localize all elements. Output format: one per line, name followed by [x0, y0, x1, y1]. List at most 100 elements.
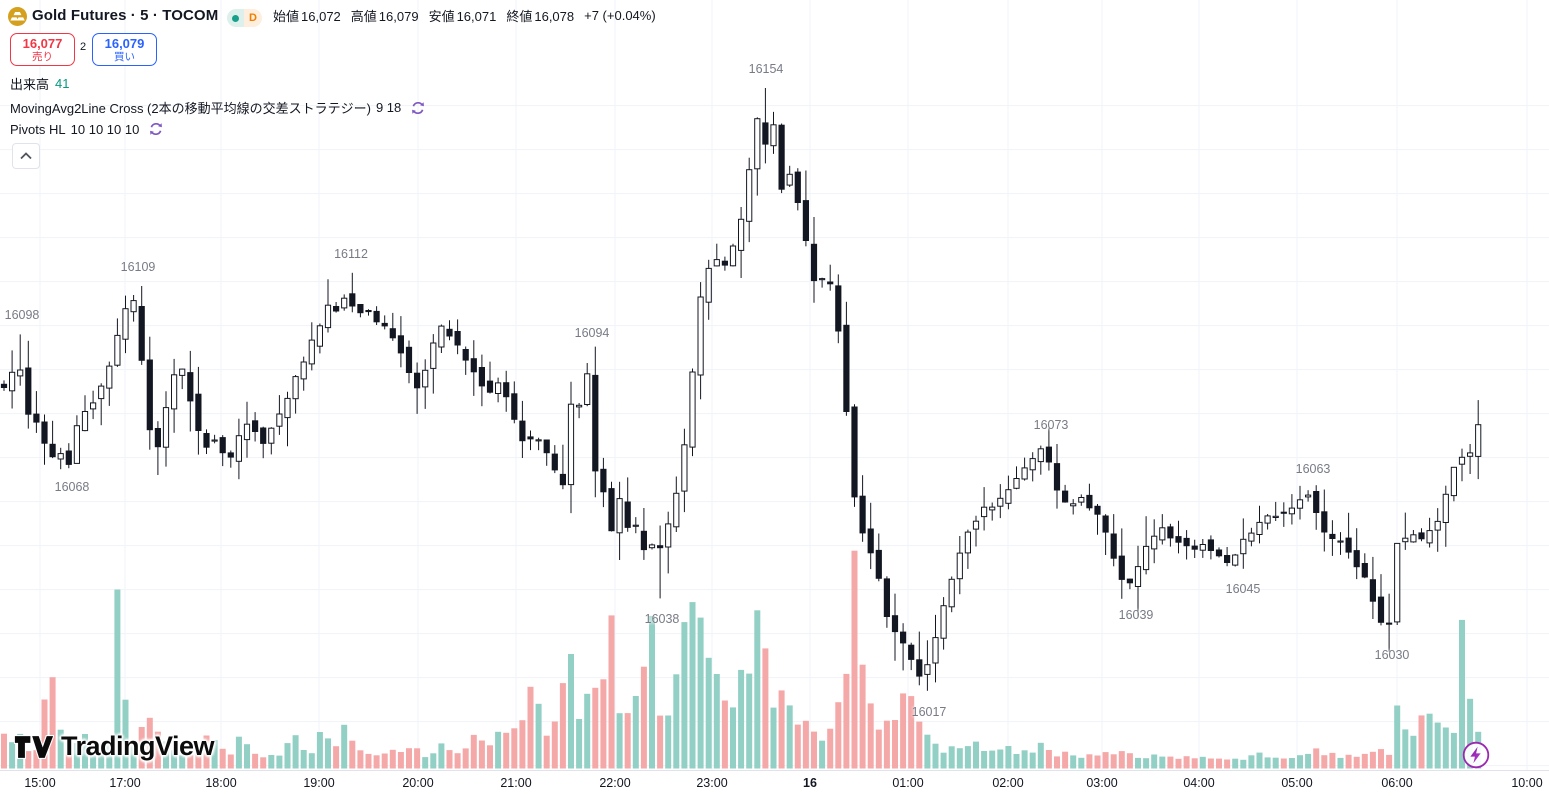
candle-body	[41, 421, 48, 444]
buy-button[interactable]: 16,079 買い	[92, 33, 157, 66]
volume-bar	[1386, 754, 1393, 769]
candle-body	[227, 452, 234, 458]
candle-body	[657, 545, 664, 549]
high-value: 16,079	[378, 8, 419, 24]
candle-body	[648, 544, 656, 549]
candle-body	[389, 328, 396, 339]
volume-bar	[187, 755, 194, 769]
candle-body	[640, 530, 647, 551]
volume-bar	[1054, 756, 1060, 769]
candle-body	[770, 124, 777, 147]
candle-body	[1264, 515, 1271, 524]
candle-body	[1175, 536, 1182, 543]
volume-bar	[940, 752, 947, 769]
candle-body	[1143, 545, 1150, 571]
strategy-legend-row[interactable]: MovingAvg2Line Cross (2本の移動平均線の交差ストラテジー)…	[10, 98, 426, 117]
candle-body	[1232, 554, 1239, 566]
volume-bar	[1288, 758, 1295, 769]
volume-bar	[1143, 758, 1150, 769]
candle-body	[576, 404, 583, 408]
volume-bar	[357, 750, 364, 769]
volume-bar	[738, 669, 745, 769]
volume-bar	[1313, 748, 1320, 769]
candle-body	[689, 371, 696, 448]
volume-bar	[981, 751, 988, 769]
candle-body	[981, 506, 988, 518]
volume-bar	[1037, 742, 1044, 769]
candle-body	[422, 369, 429, 388]
candle-body	[106, 365, 113, 389]
volume-bar	[470, 734, 477, 769]
volume-bar	[778, 690, 785, 769]
volume-legend-row[interactable]: 出来高 41	[10, 74, 69, 93]
sell-button[interactable]: 16,077 売り	[10, 33, 75, 66]
volume-bar	[1321, 755, 1328, 769]
candle-body	[146, 359, 153, 431]
collapse-legend-button[interactable]	[12, 143, 40, 169]
candle-body	[600, 468, 607, 493]
recalculate-icon[interactable]	[410, 100, 426, 116]
volume-bar	[284, 743, 291, 769]
candle-body	[1029, 458, 1036, 471]
volume-bar	[414, 748, 421, 769]
candle-body	[608, 488, 615, 532]
volume-bar	[916, 721, 923, 769]
recalculate-icon[interactable]	[148, 121, 164, 137]
volume-bar	[438, 743, 445, 769]
candle-body	[1248, 532, 1255, 542]
volume-bar	[527, 686, 534, 769]
candle-body	[486, 380, 494, 393]
candle-body	[1045, 446, 1053, 463]
volume-bar	[462, 748, 469, 769]
volume-bar	[389, 749, 396, 769]
volume-bar	[73, 743, 80, 769]
candle-body	[122, 308, 129, 340]
interval-badge[interactable]: D	[227, 9, 262, 27]
volume-bar	[956, 748, 963, 769]
time-axis[interactable]: 15:00 17:00 18:00 19:00 20:00 21:00 22:00 23:00…	[0, 770, 1549, 796]
symbol-title[interactable]: Gold Futures · 5 · TOCOM	[32, 7, 219, 24]
volume-bar	[1159, 756, 1166, 769]
volume-bars-layer	[1, 550, 1482, 769]
candle-body	[138, 306, 145, 361]
volume-bar	[786, 705, 793, 769]
volume-bar	[665, 715, 672, 769]
candle-body	[746, 169, 753, 222]
candle-body	[1345, 537, 1352, 553]
pivots-legend-row[interactable]: Pivots HL 10 10 10 10	[10, 121, 164, 137]
candle-body	[0, 383, 8, 388]
candle-body	[373, 310, 380, 323]
candle-body	[17, 369, 24, 377]
volume-bar	[932, 743, 939, 769]
volume-bar	[1062, 751, 1069, 769]
volume-bar	[163, 741, 169, 769]
candle-body	[430, 342, 437, 369]
candle-body	[875, 549, 882, 579]
candle-body	[1450, 466, 1458, 497]
volume-bar	[802, 720, 809, 769]
lightning-button[interactable]	[1461, 740, 1491, 770]
volume-bar	[616, 713, 623, 769]
candle-body	[1167, 526, 1174, 539]
candle-body	[1434, 520, 1441, 531]
volume-bar	[681, 622, 688, 769]
candle-body	[349, 293, 356, 307]
volume-bar	[989, 750, 996, 769]
tradingview-watermark[interactable]: TradingView	[14, 731, 215, 762]
strategy-label: MovingAvg2Line Cross (2本の移動平均線の交差ストラテジー)	[10, 101, 371, 116]
volume-bar	[41, 699, 48, 769]
volume-bar	[511, 728, 518, 769]
candle-body	[1118, 555, 1125, 580]
candle-body	[1288, 507, 1296, 515]
volume-bar	[559, 683, 566, 769]
volume-bar	[430, 753, 437, 769]
volume-bar	[794, 724, 801, 769]
candle-body	[284, 397, 291, 419]
volume-bar	[721, 700, 728, 769]
candle-body	[932, 637, 939, 664]
candle-body	[211, 439, 218, 442]
interval-letter: D	[244, 9, 262, 27]
candle-body	[1353, 550, 1360, 568]
